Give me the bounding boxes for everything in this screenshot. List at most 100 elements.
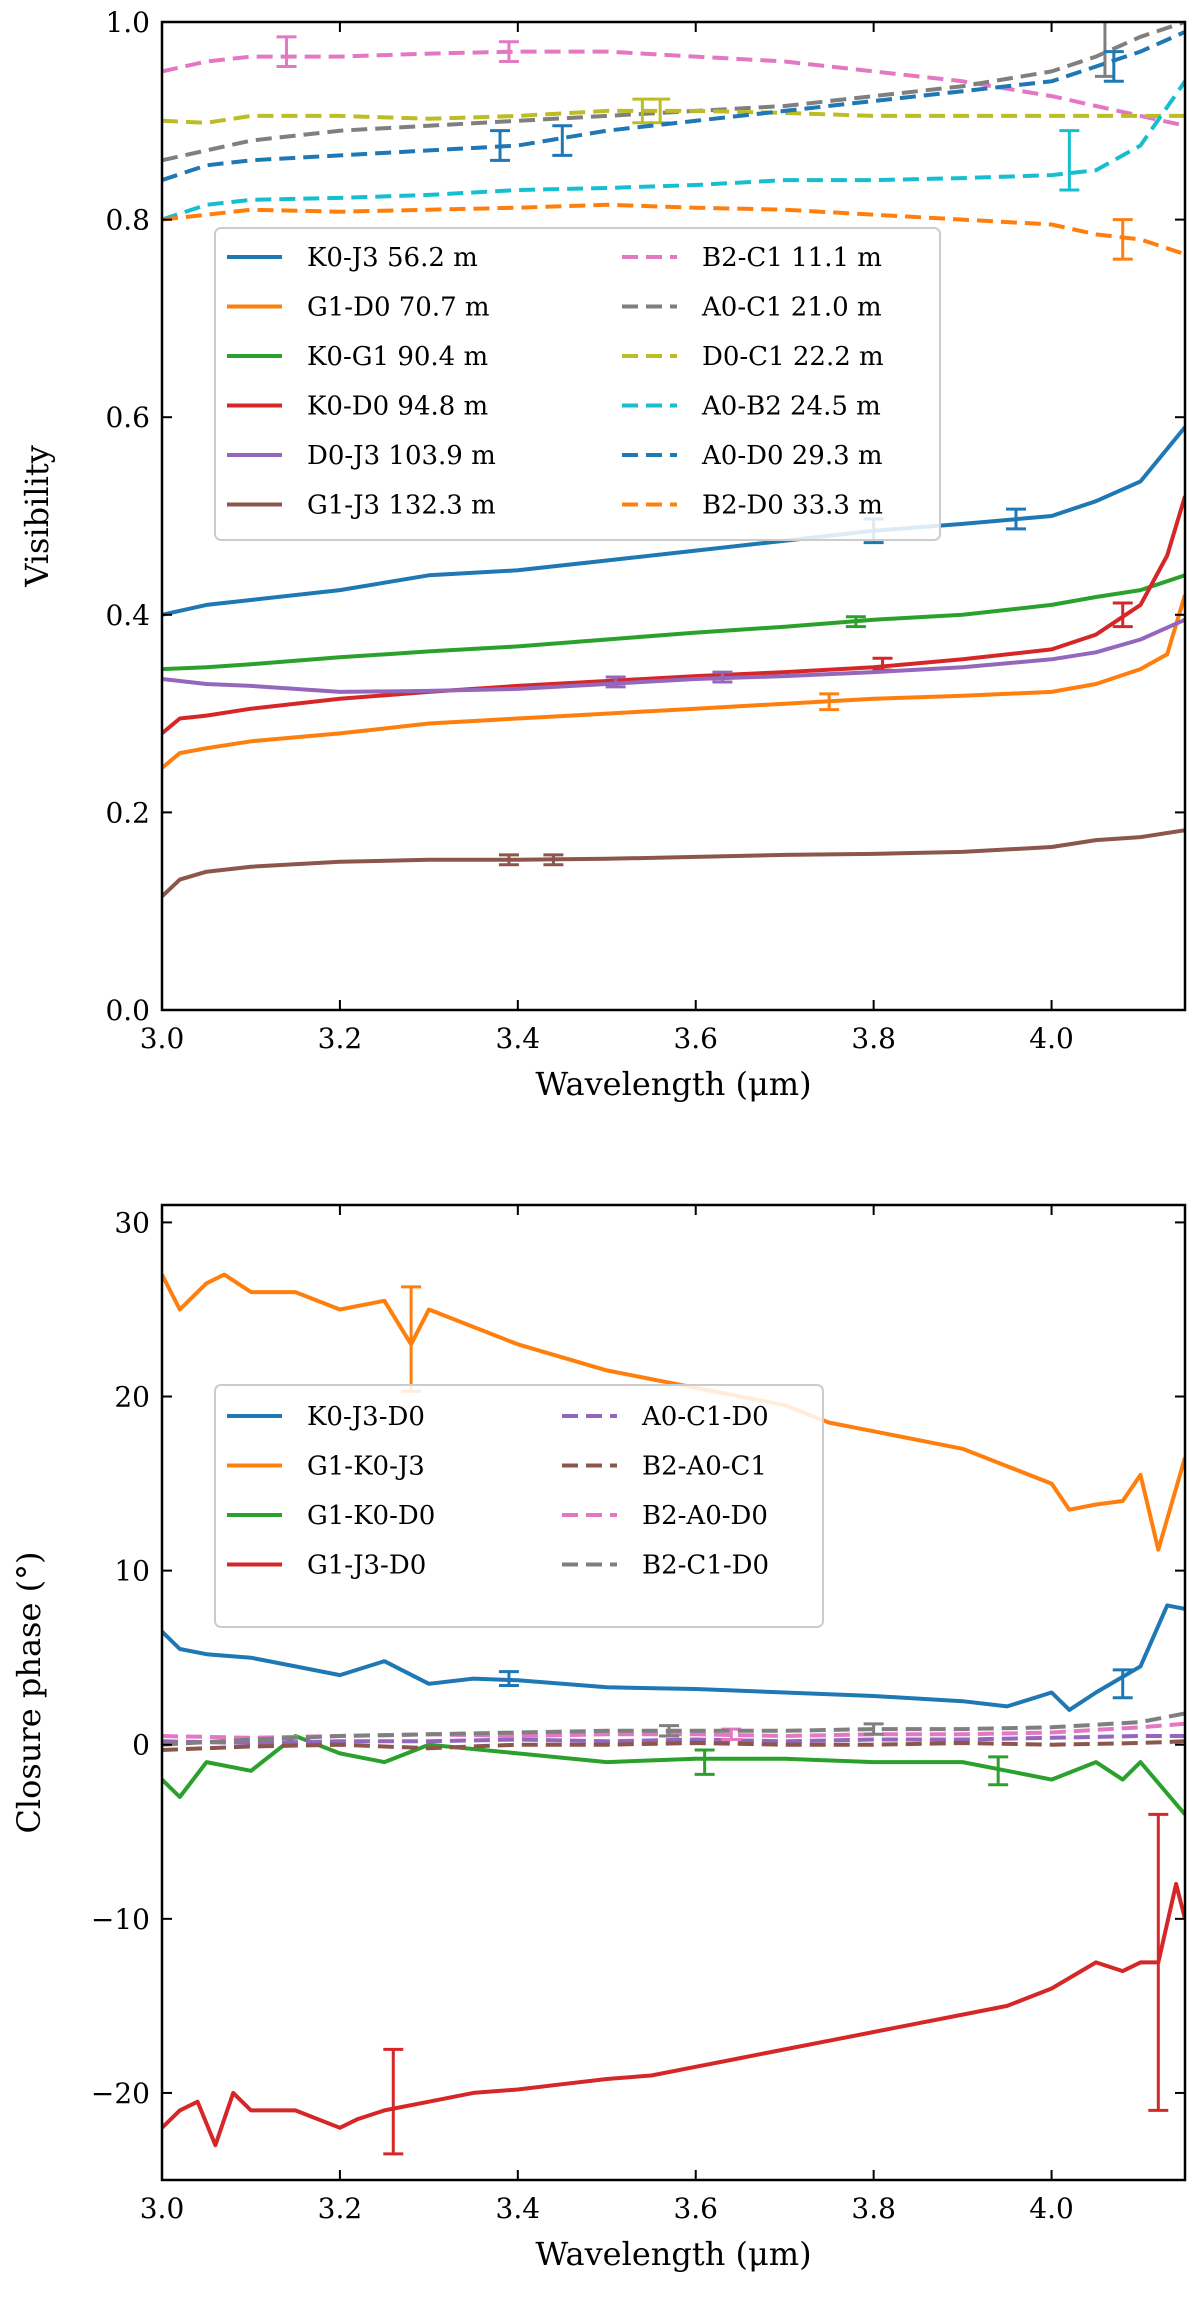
closure-phase-y-axis-label: Closure phase (°) bbox=[10, 1551, 48, 1833]
y-tick-label: 20 bbox=[114, 1381, 150, 1414]
closure-phase-ticks: 3.0 3.2 3.4 3.6 3.8 4.0 −20 −10 0 10 20 30 bbox=[91, 1205, 1185, 2225]
closure-phase-legend: K0-J3-D0 G1-K0-J3 G1-K0-D0 G1-J3-D0 A0-C1-D0… bbox=[214, 1384, 824, 1628]
y-tick-label: −20 bbox=[91, 2077, 150, 2110]
visibility-panel: 3.0 3.2 3.4 3.6 3.8 4.0 0.0 0.2 0.4 0.6 0.8 1.0 Wav… bbox=[18, 6, 1187, 1103]
errorbar bbox=[1112, 218, 1133, 261]
legend-box bbox=[214, 1384, 824, 1628]
legend-label: G1-J3 132.3 m bbox=[307, 491, 496, 521]
legend-label: B2-A0-D0 bbox=[642, 1501, 768, 1531]
errorbar bbox=[988, 1755, 1009, 1787]
visibility-legend: K0-J3 56.2 m G1-D0 70.7 m K0-G1 90.4 m K0-D… bbox=[214, 227, 941, 541]
series-line-g1-j3-d0 bbox=[162, 1882, 1185, 2148]
x-tick-label: 3.6 bbox=[673, 1022, 718, 1055]
legend-label: K0-J3 56.2 m bbox=[307, 243, 478, 273]
errorbar bbox=[543, 853, 564, 867]
series-line-a0-b2 bbox=[162, 80, 1185, 222]
closure-phase-x-axis-label: Wavelength (μm) bbox=[535, 2235, 811, 2273]
x-tick-label: 4.0 bbox=[1029, 2192, 1074, 2225]
visibility-ticks: 3.0 3.2 3.4 3.6 3.8 4.0 0.0 0.2 0.4 0.6 0.8 1.0 bbox=[105, 6, 1185, 1055]
y-tick-label: −10 bbox=[91, 1903, 150, 1936]
legend-label: G1-K0-J3 bbox=[307, 1452, 425, 1482]
legend-label: G1-K0-D0 bbox=[307, 1501, 435, 1531]
series-line-b2-d0 bbox=[162, 202, 1185, 257]
series-line-k0-j3-d0 bbox=[162, 1603, 1185, 1712]
x-tick-label: 3.0 bbox=[140, 1022, 185, 1055]
visibility-axes-frame bbox=[160, 20, 1187, 1012]
errorbar bbox=[632, 97, 653, 125]
x-tick-label: 3.2 bbox=[318, 2192, 363, 2225]
visibility-x-axis-label: Wavelength (μm) bbox=[535, 1065, 811, 1103]
y-tick-label: 0.6 bbox=[105, 401, 150, 434]
y-tick-label: 0.4 bbox=[105, 599, 150, 632]
legend-label: A0-B2 24.5 m bbox=[701, 392, 881, 422]
series-line-k0-d0 bbox=[162, 495, 1185, 735]
errorbar bbox=[490, 129, 511, 162]
legend-label: B2-D0 33.3 m bbox=[702, 491, 883, 521]
errorbar bbox=[498, 853, 519, 867]
legend-label: G1-D0 70.7 m bbox=[307, 293, 490, 323]
errorbar bbox=[552, 124, 573, 157]
errorbar bbox=[1103, 50, 1124, 83]
visibility-y-axis-label: Visibility bbox=[18, 445, 56, 588]
series-line-b2-c1-d0 bbox=[162, 1711, 1185, 1747]
errorbar bbox=[1094, 22, 1115, 78]
errorbar bbox=[694, 1748, 715, 1776]
closure-phase-plot-area bbox=[162, 1272, 1185, 2156]
series-line-g1-j3 bbox=[162, 828, 1185, 898]
series-line-b2-c1 bbox=[162, 49, 1185, 128]
x-tick-label: 3.0 bbox=[140, 2192, 185, 2225]
y-tick-label: 1.0 bbox=[105, 6, 150, 39]
errorbar bbox=[498, 40, 519, 64]
series-line-g1-d0 bbox=[162, 594, 1185, 770]
legend-label: K0-G1 90.4 m bbox=[307, 342, 488, 372]
legend-label: G1-J3-D0 bbox=[307, 1551, 426, 1581]
errorbar bbox=[1112, 601, 1133, 629]
closure-phase-axes-frame bbox=[160, 1203, 1187, 2182]
errorbar bbox=[845, 615, 866, 629]
y-tick-label: 10 bbox=[114, 1555, 150, 1588]
legend-box bbox=[214, 227, 941, 541]
x-tick-label: 3.2 bbox=[318, 1022, 363, 1055]
legend-label: B2-C1-D0 bbox=[642, 1551, 769, 1581]
series-line-k0-g1 bbox=[162, 573, 1185, 672]
legend-label: A0-D0 29.3 m bbox=[701, 441, 883, 471]
y-tick-label: 0 bbox=[132, 1729, 150, 1762]
x-tick-label: 3.6 bbox=[673, 2192, 718, 2225]
legend-label: K0-D0 94.8 m bbox=[307, 392, 488, 422]
errorbar bbox=[659, 1724, 680, 1738]
errorbar bbox=[863, 1722, 884, 1736]
x-tick-label: 3.4 bbox=[496, 1022, 541, 1055]
legend-label: D0-C1 22.2 m bbox=[702, 342, 884, 372]
legend-label: A0-C1 21.0 m bbox=[701, 293, 882, 323]
legend-label: D0-J3 103.9 m bbox=[307, 441, 496, 471]
errorbar bbox=[383, 2047, 404, 2156]
series-line-g1-k0-j3 bbox=[162, 1272, 1185, 1552]
legend-label: B2-A0-C1 bbox=[642, 1452, 767, 1482]
closure-phase-panel: 3.0 3.2 3.4 3.6 3.8 4.0 −20 −10 0 10 20 30 Waveleng… bbox=[10, 1203, 1187, 2273]
series-line-d0-j3 bbox=[162, 617, 1185, 694]
y-tick-label: 0.0 bbox=[105, 994, 150, 1027]
x-tick-label: 3.4 bbox=[496, 2192, 541, 2225]
errorbar bbox=[1112, 1668, 1133, 1700]
series-line-k0-j3 bbox=[162, 425, 1185, 617]
errorbar bbox=[401, 1285, 422, 1393]
y-tick-label: 0.2 bbox=[105, 796, 150, 829]
series-line-a0-d0 bbox=[162, 30, 1185, 182]
x-tick-label: 3.8 bbox=[851, 2192, 896, 2225]
legend-label: K0-J3-D0 bbox=[307, 1402, 425, 1432]
errorbar bbox=[1059, 129, 1080, 192]
errorbar bbox=[1148, 1812, 1169, 2112]
visibility-plot-area bbox=[162, 22, 1185, 898]
errorbar bbox=[605, 675, 626, 689]
errorbar bbox=[498, 1670, 519, 1688]
errorbar bbox=[1005, 507, 1026, 531]
series-line-g1-k0-d0 bbox=[162, 1734, 1185, 1816]
x-tick-label: 3.8 bbox=[851, 1022, 896, 1055]
series-line-b2-a0-c1 bbox=[162, 1739, 1185, 1752]
y-tick-label: 0.8 bbox=[105, 204, 150, 237]
legend-label: B2-C1 11.1 m bbox=[702, 243, 882, 273]
errorbar bbox=[819, 692, 840, 712]
series-line-d0-c1 bbox=[162, 108, 1185, 125]
y-tick-label: 30 bbox=[114, 1206, 150, 1239]
